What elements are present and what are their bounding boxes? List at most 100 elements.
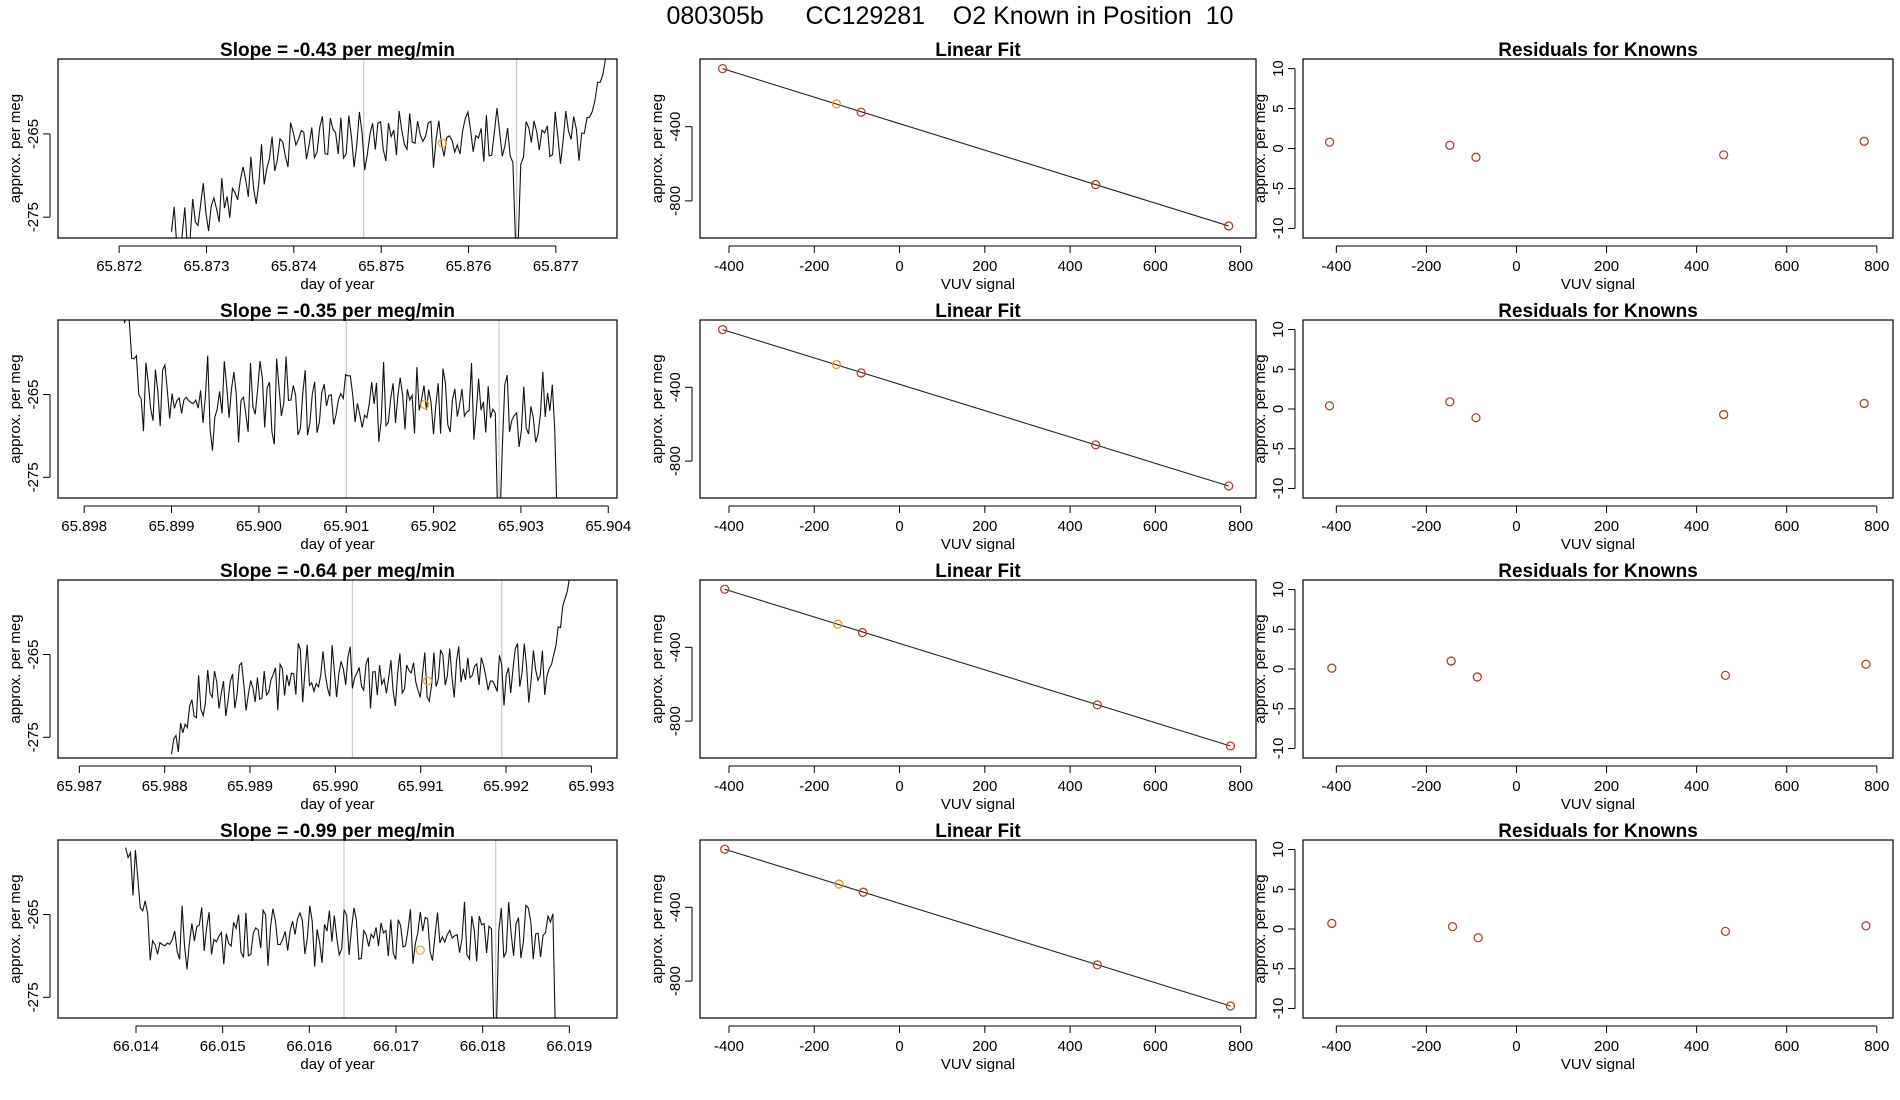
data-point <box>1719 150 1729 160</box>
plot-data <box>123 320 558 498</box>
x-tick-label: 66.016 <box>286 1038 332 1055</box>
data-point <box>1092 700 1103 710</box>
y-axis-label: approx. per meg <box>1252 874 1269 983</box>
y-tick-label: 5 <box>1270 104 1287 112</box>
figure-title: 080305b CC129281 O2 Known in Position 10 <box>666 2 1234 30</box>
plot-data <box>717 63 1234 231</box>
data-point <box>1473 933 1483 943</box>
trace-line <box>170 580 575 755</box>
y-tick-label: -10 <box>1270 738 1287 760</box>
panel-time-1: Slope = -0.43 per meg/min 65.872 65.873 65.… <box>7 40 618 293</box>
data-point <box>1324 137 1335 147</box>
x-tick-label: 65.898 <box>61 518 107 535</box>
y-tick-label: -275 <box>25 982 42 1012</box>
x-tick-label: 800 <box>1228 778 1253 795</box>
x-tick-label: 0 <box>1512 1038 1520 1055</box>
y-tick-label: -275 <box>25 202 42 232</box>
x-tick-label: -200 <box>1411 778 1441 795</box>
y-tick-label: 10 <box>1270 581 1287 598</box>
x-tick-label: 200 <box>972 258 997 275</box>
panel-resid-2: Residuals for Knowns -400 -200 0 200 400 600 80… <box>1252 301 1894 553</box>
x-tick-label: 800 <box>1864 518 1889 535</box>
x-axis-label: day of year <box>300 536 374 553</box>
x-axis-label: VUV signal <box>1561 536 1635 553</box>
x-axis-label: VUV signal <box>941 796 1015 813</box>
data-point <box>717 324 728 335</box>
x-tick-label: -200 <box>799 518 829 535</box>
data-point <box>1092 960 1103 970</box>
y-tick-label: -265 <box>25 379 42 409</box>
y-axis-label: approx. per meg <box>649 354 666 463</box>
x-tick-label: 400 <box>1058 518 1083 535</box>
y-axis-label: approx. per meg <box>649 614 666 723</box>
x-tick-label: 65.989 <box>227 778 273 795</box>
trace-line <box>170 59 607 238</box>
plot-data <box>1324 397 1869 423</box>
x-tick-label: 600 <box>1774 778 1799 795</box>
panel-time-3: Slope = -0.64 per meg/min 65.987 65.988 65.… <box>7 561 618 813</box>
x-tick-label: 65.874 <box>271 258 317 275</box>
trace-line <box>125 847 556 1018</box>
x-tick-label: 800 <box>1228 1038 1253 1055</box>
y-tick-label: -5 <box>1270 702 1287 715</box>
x-tick-label: -200 <box>799 258 829 275</box>
x-axis-label: VUV signal <box>941 536 1015 553</box>
y-tick-label: 0 <box>1270 405 1287 413</box>
plot-data <box>1327 918 1871 943</box>
x-tick-label: 600 <box>1143 258 1168 275</box>
data-point <box>1445 397 1455 407</box>
y-axis-label: approx. per meg <box>7 354 24 463</box>
data-point <box>856 107 866 117</box>
data-point <box>856 368 866 378</box>
x-tick-label: 200 <box>1594 778 1619 795</box>
plot-frame <box>699 58 1257 239</box>
x-tick-label: 800 <box>1864 778 1889 795</box>
x-tick-label: -400 <box>1321 518 1351 535</box>
y-tick-label: 5 <box>1270 365 1287 373</box>
y-axis-label: approx. per meg <box>1252 94 1269 203</box>
plot-frame <box>1302 839 1894 1019</box>
data-point <box>1225 741 1236 751</box>
panel-title: Linear Fit <box>935 40 1021 61</box>
y-tick-label: 0 <box>1270 665 1287 673</box>
data-point <box>831 99 842 109</box>
y-tick-label: -800 <box>667 706 684 736</box>
y-tick-label: 10 <box>1270 321 1287 338</box>
x-tick-label: 65.903 <box>498 518 544 535</box>
panel-title: Slope = -0.43 per meg/min <box>220 40 455 61</box>
data-point <box>1859 136 1869 146</box>
plot-data <box>125 847 556 1018</box>
x-tick-label: 65.991 <box>398 778 444 795</box>
x-axis-label: VUV signal <box>1561 796 1635 813</box>
plot-data <box>720 844 1236 1011</box>
y-tick-label: -10 <box>1270 218 1287 240</box>
y-tick-label: -400 <box>667 892 684 922</box>
x-tick-label: 65.876 <box>446 258 492 275</box>
plot-frame <box>1302 579 1894 759</box>
plot-data <box>720 584 1236 751</box>
panel-fit-3: Linear Fit -400 -200 0 200 400 600 800 VUV signa… <box>649 561 1257 813</box>
plot-data <box>170 59 607 238</box>
x-tick-label: 600 <box>1143 1038 1168 1055</box>
y-tick-label: 5 <box>1270 885 1287 893</box>
fit-line <box>724 848 1231 1007</box>
fit-line <box>722 68 1229 227</box>
data-point <box>717 63 728 74</box>
x-axis-label: VUV signal <box>941 276 1015 293</box>
panel-title: Residuals for Knowns <box>1498 561 1698 582</box>
x-tick-label: -400 <box>714 258 744 275</box>
data-point <box>834 879 844 889</box>
x-tick-label: 66.018 <box>460 1038 506 1055</box>
data-point <box>1445 140 1455 150</box>
x-tick-label: -400 <box>714 518 744 535</box>
data-point <box>833 619 843 629</box>
plot-frame <box>57 58 618 239</box>
x-tick-label: -200 <box>1411 518 1441 535</box>
x-tick-label: 65.900 <box>236 518 282 535</box>
x-tick-label: 800 <box>1228 258 1253 275</box>
known-marker <box>437 138 447 148</box>
x-tick-label: 200 <box>972 778 997 795</box>
plot-frame <box>1302 58 1894 239</box>
plot-data <box>170 580 575 755</box>
